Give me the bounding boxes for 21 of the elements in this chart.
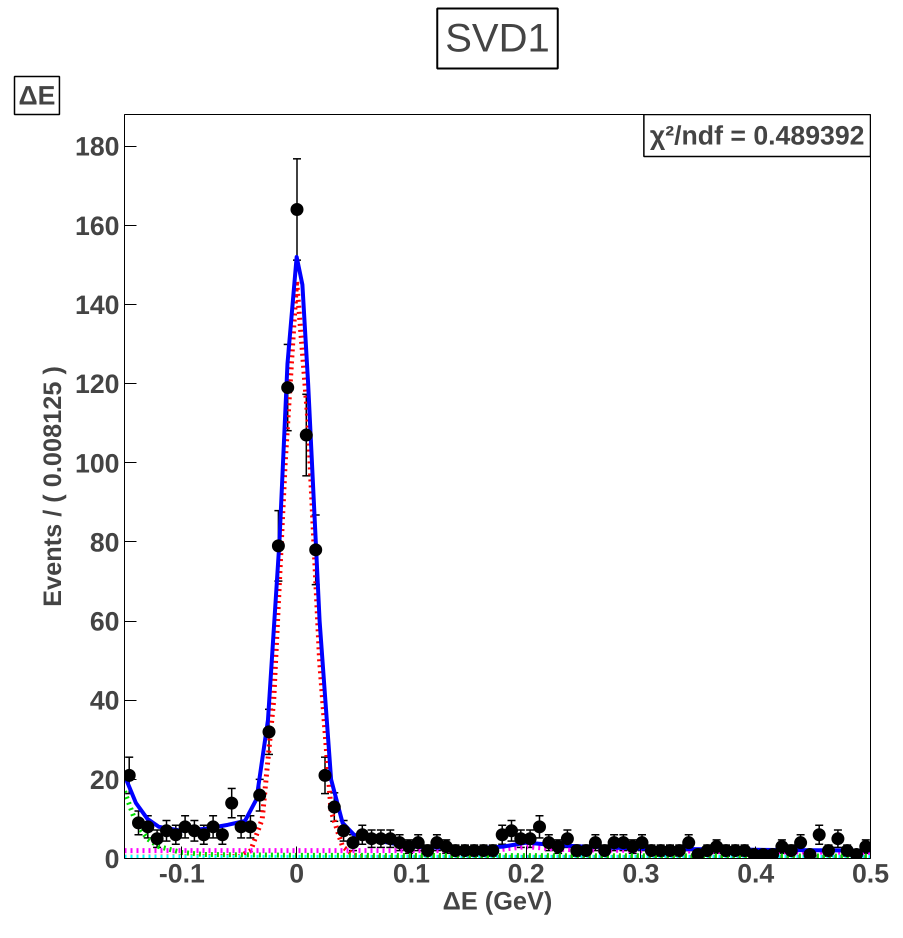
chart-title: SVD1 [445, 16, 550, 60]
x-tick-label: 0.5 [852, 858, 890, 888]
x-axis-title: ΔE (GeV) [442, 888, 552, 916]
x-tick-label: -0.1 [158, 858, 206, 888]
x-tick-label: 0.3 [622, 858, 660, 888]
y-tick-label: 40 [90, 686, 120, 716]
y-tick-label: 180 [75, 132, 120, 162]
y-tick-label: 20 [90, 764, 120, 795]
y-tick-label: 160 [75, 210, 120, 241]
x-tick-label: 0.4 [737, 858, 774, 888]
y-tick-label: 60 [90, 606, 120, 637]
y-tick-label: 80 [90, 527, 120, 558]
annotation: χ²/ndf = 0.489392 [650, 120, 865, 150]
y-tick-label: 100 [75, 448, 120, 478]
text: ΔE [18, 80, 56, 110]
y-axis-title: Events / ( 0.008125 ) [39, 366, 68, 607]
y-tick-label: 140 [75, 290, 120, 320]
y-tick-label: 120 [75, 369, 120, 400]
x-tick-label: 0.2 [508, 858, 545, 888]
x-tick-label: 0.1 [392, 858, 430, 888]
x-tick-label: 0 [289, 858, 304, 888]
